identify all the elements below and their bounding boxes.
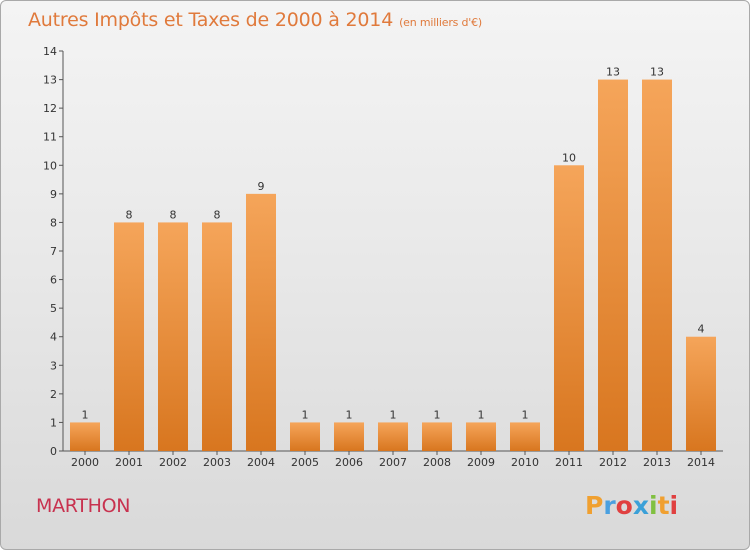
y-tick-label: 11 <box>43 131 57 144</box>
bar <box>642 79 672 452</box>
x-tick-label: 2011 <box>555 456 583 469</box>
x-tick-label: 2000 <box>71 456 99 469</box>
bar <box>510 422 540 451</box>
x-tick-label: 2009 <box>467 456 495 469</box>
x-tick-label: 2008 <box>423 456 451 469</box>
bar <box>202 222 232 451</box>
bar <box>114 222 144 451</box>
proxiti-logo: Proxiti <box>585 491 678 520</box>
bar <box>158 222 188 451</box>
y-tick-label: 4 <box>50 331 57 344</box>
chart-value-labels: 1 8 8 8 9 1 1 1 1 1 1 10 13 13 4 <box>82 66 705 422</box>
commune-name: MARTHON <box>36 495 131 517</box>
bar <box>598 79 628 452</box>
chart-bars <box>70 79 716 452</box>
x-tick-label: 2014 <box>687 456 715 469</box>
bar-value-label: 9 <box>258 180 265 193</box>
y-tick-label: 6 <box>50 274 57 287</box>
x-tick-label: 2003 <box>203 456 231 469</box>
bar <box>686 336 716 451</box>
chart-title-text: Autres Impôts et Taxes de 2000 à 2014 <box>28 9 394 31</box>
bar <box>422 422 452 451</box>
bar <box>554 165 584 452</box>
chart-subtitle: (en milliers d'€) <box>399 16 482 29</box>
x-tick-label: 2005 <box>291 456 319 469</box>
x-tick-label: 2002 <box>159 456 187 469</box>
y-tick-label: 9 <box>50 188 57 201</box>
y-tick-label: 12 <box>43 102 57 115</box>
x-tick-label: 2012 <box>599 456 627 469</box>
y-tick-label: 3 <box>50 359 57 372</box>
y-tick-label: 2 <box>50 388 57 401</box>
bar <box>466 422 496 451</box>
bar-value-label: 13 <box>650 66 664 79</box>
bar-value-label: 1 <box>522 408 529 421</box>
y-tick-label: 8 <box>50 216 57 229</box>
logo-letter: t <box>657 491 670 520</box>
logo-letter: i <box>669 491 679 520</box>
y-tick-label: 13 <box>43 74 57 87</box>
y-tick-label: 1 <box>50 416 57 429</box>
y-tick-label: 5 <box>50 302 57 315</box>
y-tick-label: 10 <box>43 159 57 172</box>
bar-value-label: 13 <box>606 66 620 79</box>
bar <box>378 422 408 451</box>
x-tick-label: 2006 <box>335 456 363 469</box>
bar <box>334 422 364 451</box>
y-tick-label: 7 <box>50 245 57 258</box>
bar-value-label: 1 <box>346 408 353 421</box>
x-tick-label: 2010 <box>511 456 539 469</box>
bar-value-label: 8 <box>126 208 133 221</box>
bar-value-label: 1 <box>82 408 89 421</box>
logo-letter: o <box>615 491 633 520</box>
bar <box>290 422 320 451</box>
bar-value-label: 8 <box>170 208 177 221</box>
bar-value-label: 4 <box>698 323 705 336</box>
bar-value-label: 1 <box>434 408 441 421</box>
bar-value-label: 1 <box>390 408 397 421</box>
y-tick-label: 14 <box>43 45 57 58</box>
x-tick-label: 2007 <box>379 456 407 469</box>
bar-value-label: 1 <box>302 408 309 421</box>
chart-title: Autres Impôts et Taxes de 2000 à 2014 (en… <box>28 9 482 31</box>
logo-letter: x <box>632 491 649 520</box>
logo-letter: r <box>603 491 616 520</box>
x-tick-label: 2004 <box>247 456 275 469</box>
bar-value-label: 1 <box>478 408 485 421</box>
bar <box>246 193 276 451</box>
bar <box>70 422 100 451</box>
x-tick-label: 2001 <box>115 456 143 469</box>
logo-letter: i <box>649 491 658 520</box>
y-tick-label: 0 <box>50 445 57 458</box>
bar-value-label: 8 <box>214 208 221 221</box>
bar-value-label: 10 <box>562 151 576 164</box>
x-tick-label: 2013 <box>643 456 671 469</box>
logo-letter: P <box>585 491 604 520</box>
